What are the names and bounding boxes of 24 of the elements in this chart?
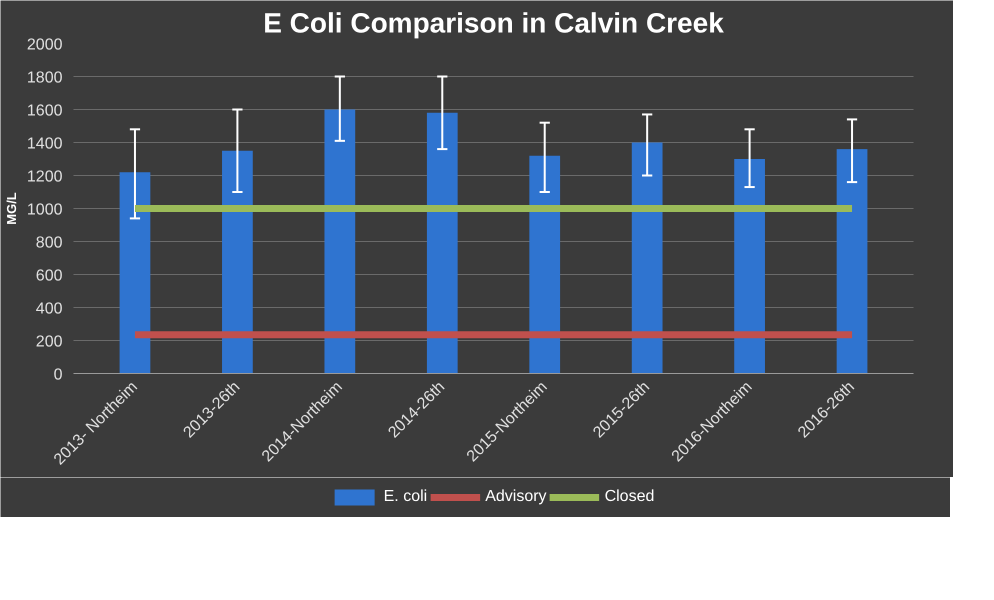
legend-label: Advisory [485,488,547,506]
bar [836,149,868,374]
y-tick-label: 2000 [26,36,63,54]
y-tick-label: 200 [36,334,63,350]
bar [632,142,663,374]
y-tick-label: 1800 [26,70,63,86]
y-tick-label: 600 [36,268,63,284]
y-tick-label: 0 [54,366,63,384]
y-tick-label: 1000 [26,202,63,218]
bar [324,110,356,374]
bar [120,172,150,374]
bar [222,150,253,374]
chart-title: E Coli Comparison in Calvin Creek [263,8,724,38]
bar [734,159,765,374]
y-axis-title: MG/L [4,192,19,225]
y-tick-label: 1400 [26,136,63,152]
y-tick-label: 1200 [26,168,63,186]
y-tick-label: 400 [36,300,63,318]
legend-label: E. coli [384,488,428,506]
legend-label: Closed [604,488,654,506]
y-tick-label: 1600 [26,102,63,120]
bar [529,156,560,374]
bar [426,112,458,374]
y-tick-label: 800 [36,234,63,252]
